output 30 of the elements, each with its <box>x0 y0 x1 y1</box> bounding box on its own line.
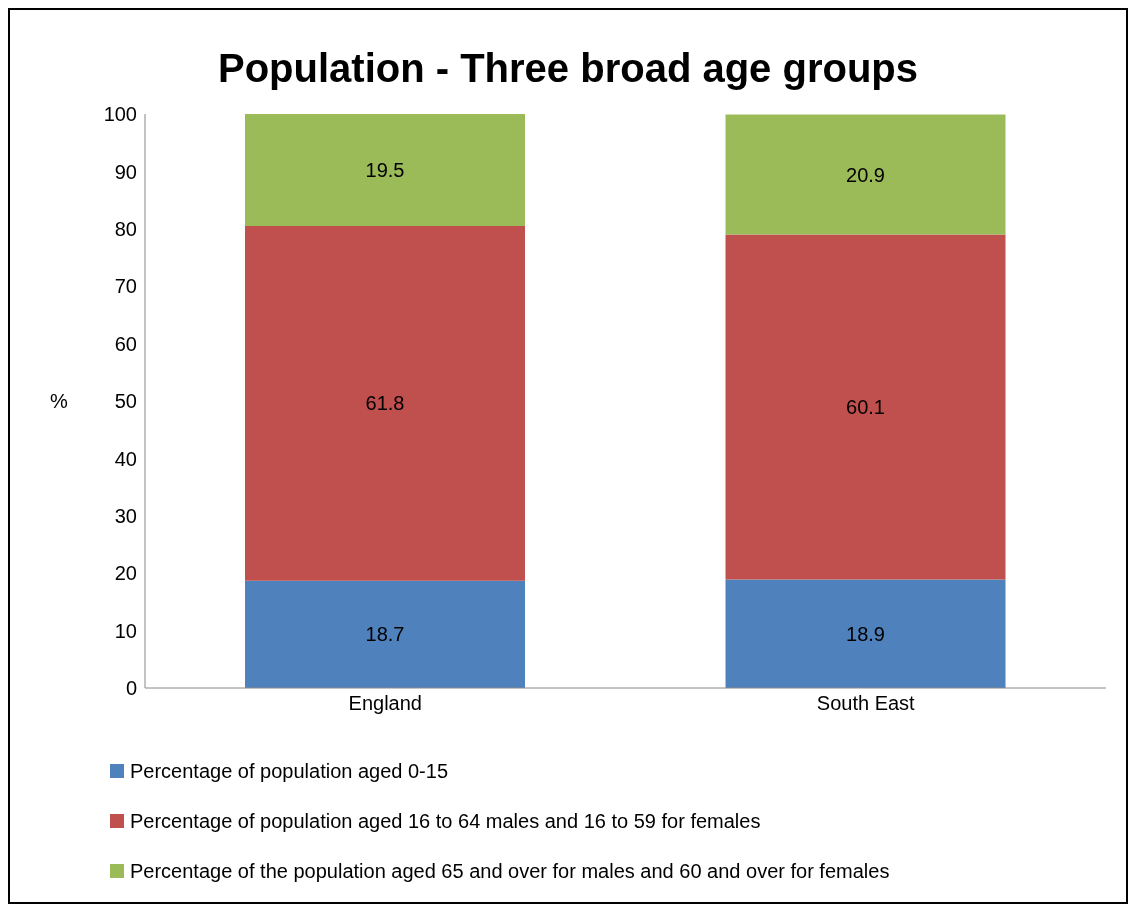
legend-label: Percentage of the population aged 65 and over for males and 60 and over for females <box>130 859 890 883</box>
legend-label: Percentage of population aged 0-15 <box>130 759 449 783</box>
y-tick-label: 40 <box>114 447 137 470</box>
y-tick-label: 90 <box>114 160 137 183</box>
y-tick-label: 80 <box>114 217 137 240</box>
y-tick-label: 50 <box>114 390 137 413</box>
data-label: 60.1 <box>846 396 885 419</box>
legend-label: Percentage of population aged 16 to 64 males and 16 to 59 for females <box>130 809 761 833</box>
bar <box>245 580 525 688</box>
y-tick-label: 10 <box>114 619 137 642</box>
x-tick-label: South East <box>816 692 916 715</box>
y-tick-label: 0 <box>125 677 137 700</box>
y-axis-title: % <box>50 390 68 413</box>
y-tick-label: 70 <box>114 275 137 298</box>
bar <box>245 225 525 581</box>
chart-title: Population - Three broad age groups <box>217 46 919 90</box>
data-label: 18.7 <box>365 623 405 646</box>
data-label: 61.8 <box>365 392 405 415</box>
x-tick-label: England <box>348 692 422 715</box>
bar <box>725 114 1006 235</box>
data-label: 18.9 <box>846 622 885 645</box>
bar <box>725 234 1006 580</box>
data-label: 19.5 <box>365 159 405 182</box>
bar <box>725 579 1006 688</box>
y-tick-label: 60 <box>114 332 137 355</box>
bar <box>245 114 525 226</box>
y-tick-label: 20 <box>114 562 137 585</box>
data-label: 20.9 <box>846 163 885 186</box>
y-tick-label: 30 <box>114 504 137 527</box>
y-tick-label: 100 <box>103 103 137 126</box>
